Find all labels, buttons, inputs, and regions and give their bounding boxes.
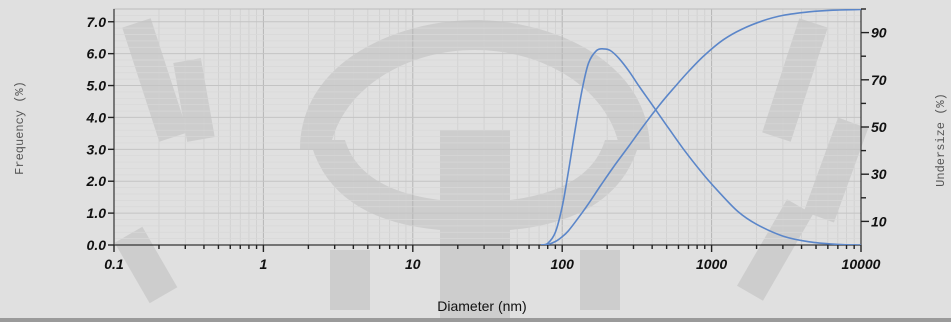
grid-lines [113,8,861,246]
x-tick-label: 1000 [696,256,727,272]
y-left-tick-label: 5.0 [87,78,107,94]
y-right-tick-label: 10 [871,213,887,229]
y-left-tick-label: 6.0 [87,46,107,62]
x-tick-label: 100 [551,256,575,272]
y-left-tick-label: 7.0 [87,14,107,30]
axes [113,9,862,246]
y-left-tick-label: 2.0 [86,173,107,189]
x-tick-label: 1 [260,256,268,272]
frequency-curve [540,47,861,245]
bottom-border [0,318,951,322]
tick-labels: 0.0 1.0 2.0 3.0 4.0 5.0 6.0 7.0 10 30 50 70 90 0.1 1 10… [86,14,887,272]
data-lines [540,9,861,245]
y-right-tick-label: 90 [871,25,887,41]
y-right-tick-label: 70 [871,72,887,88]
y-right-tick-label: 50 [871,119,887,135]
x-tick-label: 10000 [842,256,881,272]
undersize-curve [540,9,861,245]
y-left-tick-label: 0.0 [87,237,107,253]
y-left-tick-label: 1.0 [87,205,107,221]
y-left-tick-label: 4.0 [86,109,107,125]
y-right-tick-label: 30 [871,166,887,182]
y-left-tick-label: 3.0 [87,141,107,157]
x-tick-label: 10 [405,256,421,272]
y-axis-right-title: Undersize (%) [934,93,948,187]
x-tick-label: 0.1 [104,256,124,272]
y-axis-left-title: Frequency (%) [13,81,27,175]
plot-area-border [113,8,862,246]
x-axis-title: Diameter (nm) [437,298,526,314]
tick-marks [108,8,869,252]
